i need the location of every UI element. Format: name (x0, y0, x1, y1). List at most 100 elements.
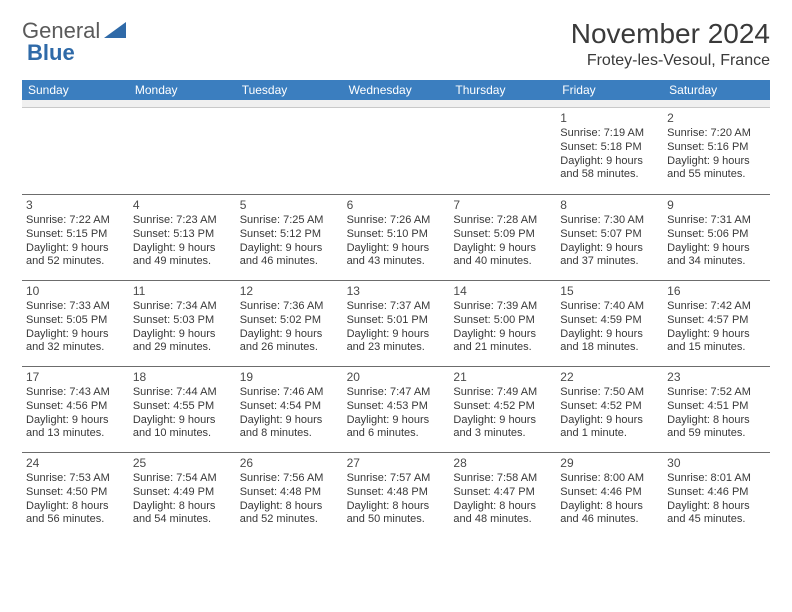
day-cell: 30Sunrise: 8:01 AMSunset: 4:46 PMDayligh… (663, 452, 770, 538)
weekday-label: Friday (556, 80, 663, 100)
sunrise-text: Sunrise: 7:57 AM (347, 472, 446, 486)
daylight-text: Daylight: 9 hours and 58 minutes. (560, 155, 659, 183)
day-number: 28 (453, 456, 552, 471)
daylight-text: Daylight: 9 hours and 13 minutes. (26, 414, 125, 442)
sunset-text: Sunset: 4:48 PM (347, 486, 446, 500)
sunset-text: Sunset: 4:51 PM (667, 400, 766, 414)
day-cell: 15Sunrise: 7:40 AMSunset: 4:59 PMDayligh… (556, 280, 663, 366)
day-cell: 22Sunrise: 7:50 AMSunset: 4:52 PMDayligh… (556, 366, 663, 452)
header: General November 2024 Frotey-les-Vesoul,… (22, 18, 770, 70)
sunrise-text: Sunrise: 7:36 AM (240, 300, 339, 314)
weekday-label: Thursday (449, 80, 556, 100)
sunrise-text: Sunrise: 8:01 AM (667, 472, 766, 486)
sunset-text: Sunset: 4:46 PM (667, 486, 766, 500)
day-number: 14 (453, 284, 552, 299)
sunset-text: Sunset: 4:52 PM (560, 400, 659, 414)
day-cell: 12Sunrise: 7:36 AMSunset: 5:02 PMDayligh… (236, 280, 343, 366)
daylight-text: Daylight: 9 hours and 21 minutes. (453, 328, 552, 356)
sunrise-text: Sunrise: 7:22 AM (26, 214, 125, 228)
sunrise-text: Sunrise: 7:42 AM (667, 300, 766, 314)
sunset-text: Sunset: 5:06 PM (667, 228, 766, 242)
daylight-text: Daylight: 9 hours and 15 minutes. (667, 328, 766, 356)
day-number: 20 (347, 370, 446, 385)
day-cell: 7Sunrise: 7:28 AMSunset: 5:09 PMDaylight… (449, 194, 556, 280)
day-cell: 26Sunrise: 7:56 AMSunset: 4:48 PMDayligh… (236, 452, 343, 538)
sunset-text: Sunset: 5:10 PM (347, 228, 446, 242)
sunrise-text: Sunrise: 7:23 AM (133, 214, 232, 228)
daylight-text: Daylight: 9 hours and 23 minutes. (347, 328, 446, 356)
day-number: 12 (240, 284, 339, 299)
day-cell: 3Sunrise: 7:22 AMSunset: 5:15 PMDaylight… (22, 194, 129, 280)
sunset-text: Sunset: 4:59 PM (560, 314, 659, 328)
weekday-label: Monday (129, 80, 236, 100)
day-cell: 29Sunrise: 8:00 AMSunset: 4:46 PMDayligh… (556, 452, 663, 538)
sunrise-text: Sunrise: 7:46 AM (240, 386, 339, 400)
day-cell: 28Sunrise: 7:58 AMSunset: 4:47 PMDayligh… (449, 452, 556, 538)
sunrise-text: Sunrise: 7:31 AM (667, 214, 766, 228)
sunset-text: Sunset: 4:48 PM (240, 486, 339, 500)
sunrise-text: Sunrise: 7:54 AM (133, 472, 232, 486)
sunset-text: Sunset: 5:02 PM (240, 314, 339, 328)
daylight-text: Daylight: 9 hours and 26 minutes. (240, 328, 339, 356)
day-cell: 11Sunrise: 7:34 AMSunset: 5:03 PMDayligh… (129, 280, 236, 366)
daylight-text: Daylight: 9 hours and 37 minutes. (560, 242, 659, 270)
daylight-text: Daylight: 9 hours and 32 minutes. (26, 328, 125, 356)
sunset-text: Sunset: 4:55 PM (133, 400, 232, 414)
day-cell: 23Sunrise: 7:52 AMSunset: 4:51 PMDayligh… (663, 366, 770, 452)
sunrise-text: Sunrise: 7:58 AM (453, 472, 552, 486)
day-cell: 5Sunrise: 7:25 AMSunset: 5:12 PMDaylight… (236, 194, 343, 280)
sunset-text: Sunset: 5:09 PM (453, 228, 552, 242)
sunset-text: Sunset: 4:52 PM (453, 400, 552, 414)
sunset-text: Sunset: 4:50 PM (26, 486, 125, 500)
day-cell: 18Sunrise: 7:44 AMSunset: 4:55 PMDayligh… (129, 366, 236, 452)
weekday-label: Saturday (663, 80, 770, 100)
day-cell: 9Sunrise: 7:31 AMSunset: 5:06 PMDaylight… (663, 194, 770, 280)
daylight-text: Daylight: 9 hours and 40 minutes. (453, 242, 552, 270)
sunrise-text: Sunrise: 7:56 AM (240, 472, 339, 486)
sunset-text: Sunset: 5:16 PM (667, 141, 766, 155)
sunset-text: Sunset: 4:54 PM (240, 400, 339, 414)
sunrise-text: Sunrise: 7:39 AM (453, 300, 552, 314)
day-number: 11 (133, 284, 232, 299)
sunset-text: Sunset: 4:47 PM (453, 486, 552, 500)
daylight-text: Daylight: 9 hours and 29 minutes. (133, 328, 232, 356)
daylight-text: Daylight: 9 hours and 1 minute. (560, 414, 659, 442)
month-title: November 2024 (571, 18, 770, 50)
daylight-text: Daylight: 9 hours and 10 minutes. (133, 414, 232, 442)
day-number: 30 (667, 456, 766, 471)
day-cell: 14Sunrise: 7:39 AMSunset: 5:00 PMDayligh… (449, 280, 556, 366)
day-number: 16 (667, 284, 766, 299)
day-number: 15 (560, 284, 659, 299)
day-number: 23 (667, 370, 766, 385)
day-number: 17 (26, 370, 125, 385)
sunset-text: Sunset: 5:00 PM (453, 314, 552, 328)
daylight-text: Daylight: 8 hours and 52 minutes. (240, 500, 339, 528)
day-number: 22 (560, 370, 659, 385)
daylight-text: Daylight: 8 hours and 59 minutes. (667, 414, 766, 442)
day-cell: 6Sunrise: 7:26 AMSunset: 5:10 PMDaylight… (343, 194, 450, 280)
daylight-text: Daylight: 9 hours and 18 minutes. (560, 328, 659, 356)
sunrise-text: Sunrise: 7:25 AM (240, 214, 339, 228)
day-cell: 8Sunrise: 7:30 AMSunset: 5:07 PMDaylight… (556, 194, 663, 280)
day-cell: 19Sunrise: 7:46 AMSunset: 4:54 PMDayligh… (236, 366, 343, 452)
day-number: 26 (240, 456, 339, 471)
logo-triangle-icon (104, 22, 126, 40)
day-number: 5 (240, 198, 339, 213)
sunrise-text: Sunrise: 7:49 AM (453, 386, 552, 400)
sunset-text: Sunset: 5:18 PM (560, 141, 659, 155)
day-cell: 16Sunrise: 7:42 AMSunset: 4:57 PMDayligh… (663, 280, 770, 366)
day-number: 24 (26, 456, 125, 471)
sunrise-text: Sunrise: 7:47 AM (347, 386, 446, 400)
day-number: 18 (133, 370, 232, 385)
day-number: 9 (667, 198, 766, 213)
sunset-text: Sunset: 4:46 PM (560, 486, 659, 500)
sunset-text: Sunset: 5:12 PM (240, 228, 339, 242)
sunset-text: Sunset: 4:56 PM (26, 400, 125, 414)
day-number: 3 (26, 198, 125, 213)
daylight-text: Daylight: 8 hours and 46 minutes. (560, 500, 659, 528)
sunset-text: Sunset: 4:57 PM (667, 314, 766, 328)
sunrise-text: Sunrise: 7:28 AM (453, 214, 552, 228)
sunrise-text: Sunrise: 7:40 AM (560, 300, 659, 314)
daylight-text: Daylight: 9 hours and 49 minutes. (133, 242, 232, 270)
day-cell: 2Sunrise: 7:20 AMSunset: 5:16 PMDaylight… (663, 108, 770, 194)
